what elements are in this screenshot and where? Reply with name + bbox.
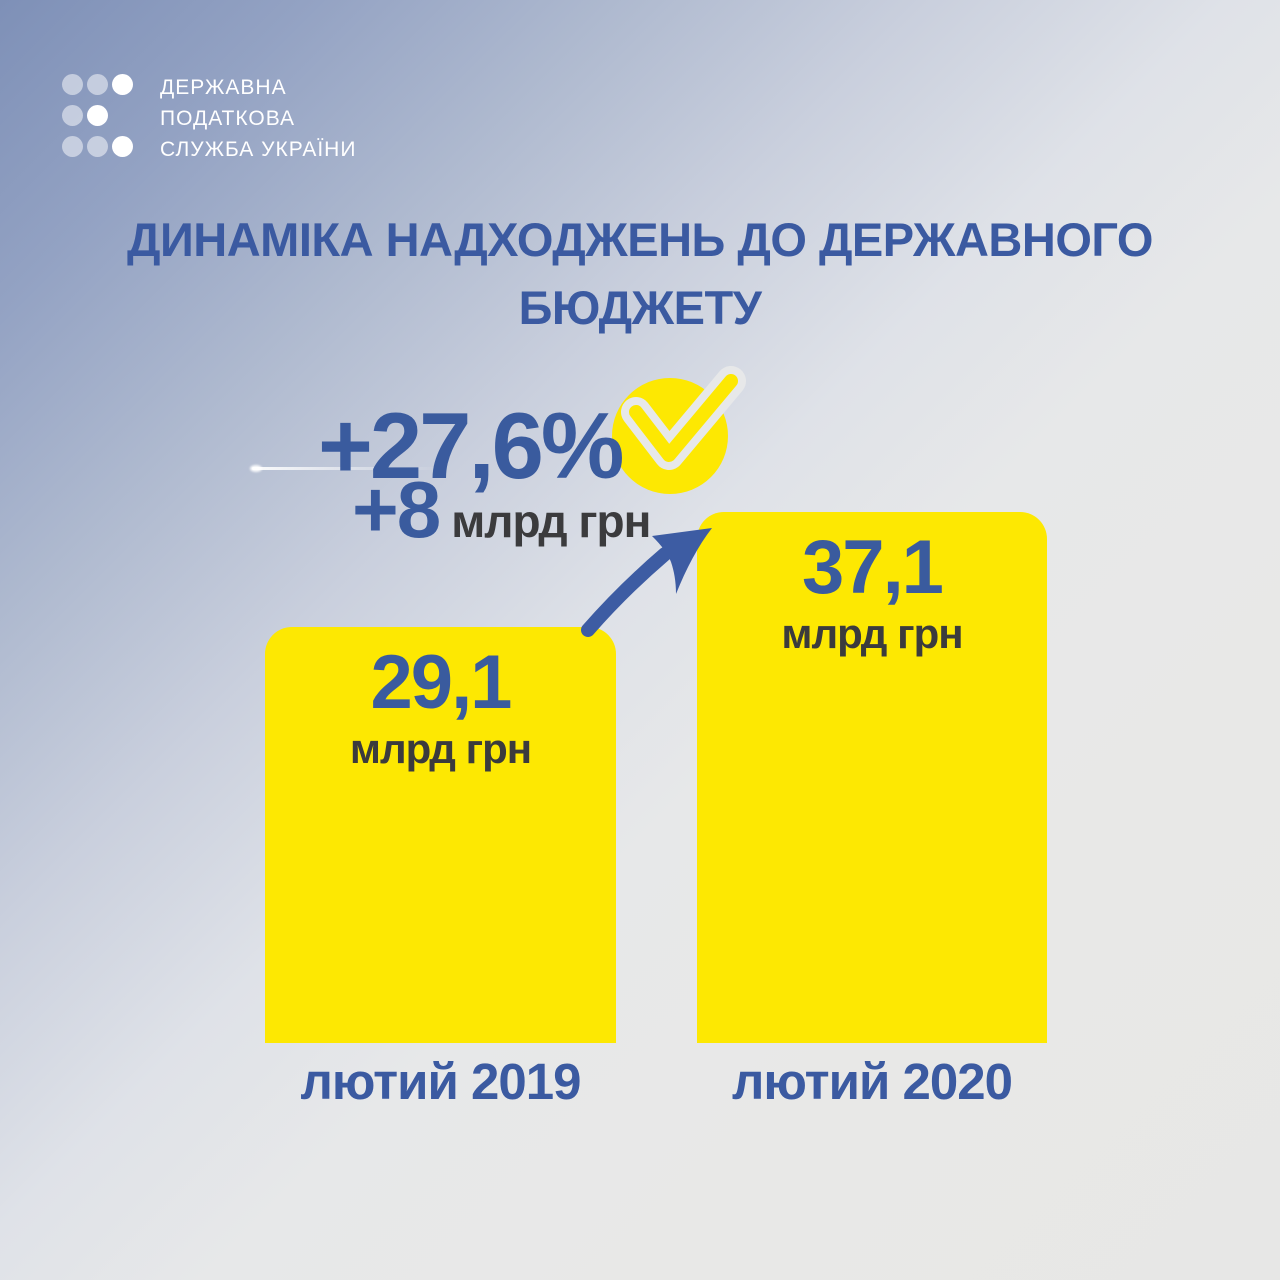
logo-dot	[87, 74, 108, 95]
page-title-line1: ДИНАМІКА НАДХОДЖЕНЬ ДО ДЕРЖАВНОГО	[127, 213, 1153, 266]
growth-percent-label: +27,6%	[318, 393, 624, 498]
logo-text: ДЕРЖАВНА ПОДАТКОВА СЛУЖБА УКРАЇНИ	[160, 72, 356, 165]
logo-dot	[62, 105, 83, 126]
state-tax-service-logo: ДЕРЖАВНА ПОДАТКОВА СЛУЖБА УКРАЇНИ	[62, 72, 356, 165]
bar-value-2020: 37,1	[802, 525, 944, 610]
logo-dot	[112, 136, 133, 157]
bar-february-2020: 37,1 млрд грн	[697, 512, 1047, 1043]
growth-delta-unit: млрд грн	[451, 495, 651, 547]
category-label-2019: лютий 2019	[300, 1053, 582, 1110]
logo-dot	[112, 74, 133, 95]
growth-arrow-icon	[575, 508, 725, 638]
logo-dot	[87, 105, 108, 126]
bar-value-2019: 29,1	[370, 640, 513, 725]
bar-unit-2020: млрд грн	[781, 610, 963, 657]
logo-dot	[62, 74, 83, 95]
category-label-2020: лютий 2020	[732, 1053, 1013, 1110]
page-title: ДИНАМІКА НАДХОДЖЕНЬ ДО ДЕРЖАВНОГО БЮДЖЕТ…	[0, 206, 1280, 342]
decorative-flare-line	[252, 467, 442, 470]
logo-text-line2: ПОДАТКОВА	[160, 107, 296, 130]
logo-text-line3: СЛУЖБА УКРАЇНИ	[160, 138, 357, 161]
growth-delta-value: +8	[352, 465, 441, 554]
checkmark-icon	[600, 365, 750, 505]
page-title-line2: БЮДЖЕТУ	[518, 281, 762, 334]
logo-text-line1: ДЕРЖАВНА	[160, 76, 287, 99]
bar-unit-2019: млрд грн	[349, 725, 532, 772]
logo-dot	[62, 136, 83, 157]
growth-delta-label: +8 млрд грн	[352, 465, 651, 554]
bar-february-2019: 29,1 млрд грн	[265, 627, 616, 1043]
logo-dots-icon	[62, 74, 133, 157]
logo-dot	[87, 136, 108, 157]
